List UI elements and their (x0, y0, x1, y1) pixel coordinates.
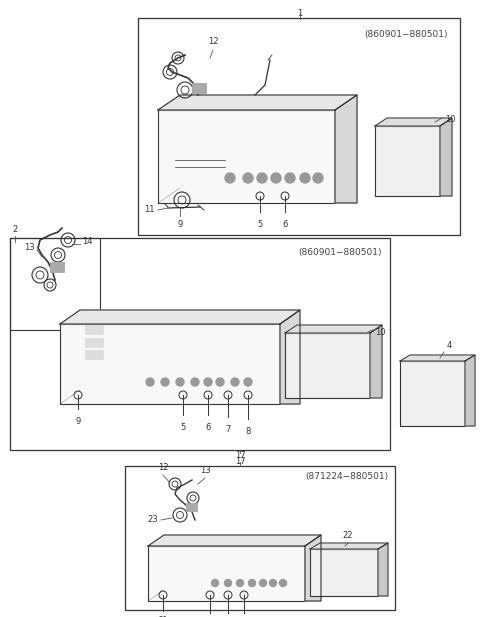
Circle shape (161, 378, 169, 386)
Bar (85, 350, 103, 359)
Text: 21: 21 (158, 616, 168, 617)
Polygon shape (440, 118, 452, 196)
Text: (860901−880501): (860901−880501) (364, 30, 448, 39)
Circle shape (146, 378, 154, 386)
Bar (186, 503, 197, 511)
Polygon shape (400, 355, 475, 361)
Bar (285, 333, 370, 398)
Polygon shape (285, 325, 382, 333)
Text: 17: 17 (235, 451, 245, 460)
Polygon shape (148, 535, 321, 546)
Text: 13: 13 (200, 466, 210, 475)
Bar (85, 325, 103, 334)
Circle shape (231, 378, 239, 386)
Polygon shape (60, 310, 300, 324)
Polygon shape (335, 95, 357, 203)
Text: 8: 8 (245, 427, 251, 436)
Bar (148, 546, 305, 601)
Bar (375, 126, 440, 196)
Text: 13: 13 (24, 244, 35, 252)
Text: (871224−880501): (871224−880501) (305, 472, 388, 481)
Bar (158, 110, 335, 203)
Text: 5: 5 (257, 220, 263, 229)
Text: 1: 1 (298, 9, 302, 18)
Bar (10, 238, 390, 450)
Polygon shape (370, 325, 382, 398)
Text: 6: 6 (282, 220, 288, 229)
Text: (860901−880501): (860901−880501) (299, 248, 382, 257)
Circle shape (212, 579, 218, 587)
Circle shape (249, 579, 255, 587)
Circle shape (257, 173, 267, 183)
Circle shape (271, 173, 281, 183)
Circle shape (176, 378, 184, 386)
Circle shape (243, 173, 253, 183)
Bar (400, 361, 465, 426)
Circle shape (225, 173, 235, 183)
Bar (138, 18, 460, 235)
Circle shape (269, 579, 276, 587)
Text: 10: 10 (375, 328, 385, 337)
Text: 9: 9 (75, 417, 81, 426)
Polygon shape (305, 535, 321, 601)
Polygon shape (375, 118, 452, 126)
Text: 6: 6 (205, 423, 211, 432)
Circle shape (300, 173, 310, 183)
Text: 12: 12 (208, 37, 218, 46)
Text: 9: 9 (178, 220, 182, 229)
Bar (125, 466, 395, 610)
Text: 12: 12 (158, 463, 168, 472)
Polygon shape (158, 95, 357, 110)
Text: 4: 4 (447, 341, 452, 350)
Text: 17: 17 (235, 457, 245, 466)
Text: 14: 14 (82, 238, 93, 247)
Text: 23: 23 (147, 515, 158, 524)
Polygon shape (378, 543, 388, 596)
Text: 22: 22 (343, 531, 353, 540)
Bar (85, 338, 103, 347)
Circle shape (244, 378, 252, 386)
Bar (10, 238, 100, 330)
Bar (310, 549, 378, 596)
Circle shape (225, 579, 231, 587)
Bar (60, 324, 280, 404)
Circle shape (279, 579, 287, 587)
Circle shape (191, 378, 199, 386)
Text: 11: 11 (144, 205, 155, 215)
Text: 2: 2 (12, 225, 17, 234)
Text: 10: 10 (445, 115, 456, 124)
Text: 7: 7 (225, 425, 231, 434)
Bar (192, 83, 206, 93)
Circle shape (237, 579, 243, 587)
Text: 5: 5 (180, 423, 186, 432)
Circle shape (285, 173, 295, 183)
Polygon shape (310, 543, 388, 549)
Circle shape (260, 579, 266, 587)
Circle shape (216, 378, 224, 386)
Circle shape (313, 173, 323, 183)
Bar (50, 262, 64, 272)
Polygon shape (465, 355, 475, 426)
Circle shape (204, 378, 212, 386)
Polygon shape (280, 310, 300, 404)
